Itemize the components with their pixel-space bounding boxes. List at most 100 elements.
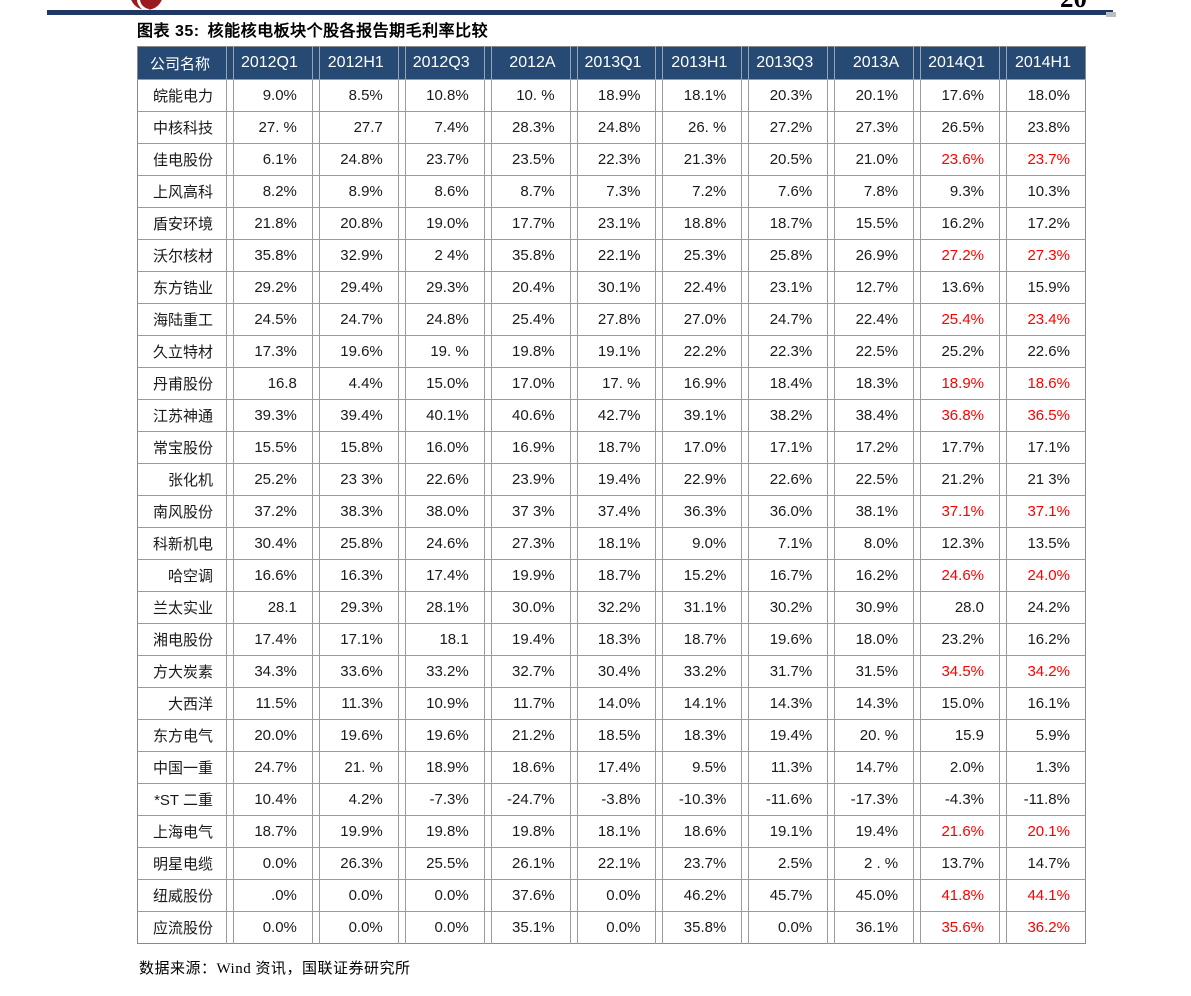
value-cell: 13.5% (1006, 527, 1086, 560)
company-name-cell: 上海电气 (137, 815, 227, 848)
column-spacer (397, 559, 406, 592)
value-cell: 19.4% (491, 623, 571, 656)
value-cell: 23.6% (920, 143, 1000, 176)
value-cell: 45.0% (834, 879, 914, 912)
column-spacer (827, 815, 836, 848)
value-cell: 35.6% (920, 911, 1000, 944)
column-spacer (913, 911, 922, 944)
table-row: 久立特材 17.3% 19.6% 19. % 19.8% 19.1% 22.2% 22.3% 2… (137, 335, 1086, 368)
value-cell: 19.1% (577, 335, 656, 368)
column-spacer (999, 655, 1008, 688)
value-cell: 14.3% (834, 687, 914, 720)
column-spacer (913, 655, 922, 688)
column-spacer (913, 719, 922, 752)
column-spacer (483, 431, 492, 464)
column-spacer (913, 623, 922, 656)
column-spacer (655, 271, 664, 304)
value-cell: 41.8% (920, 879, 1000, 912)
column-spacer (999, 335, 1008, 368)
value-cell: 18.8% (662, 207, 742, 240)
value-cell: 14.7% (834, 751, 914, 784)
company-name-cell: 方大炭素 (137, 655, 227, 688)
value-cell: 26.5% (920, 111, 1000, 144)
value-cell: 17.4% (405, 559, 485, 592)
value-cell: 30.0% (491, 591, 571, 624)
column-spacer (569, 46, 578, 80)
column-spacer (655, 431, 664, 464)
column-spacer (311, 623, 320, 656)
value-cell: 0.0% (748, 911, 828, 944)
value-cell: 27.3% (834, 111, 914, 144)
value-cell: 19.4% (748, 719, 828, 752)
column-spacer (999, 591, 1008, 624)
value-cell: 0.0% (577, 879, 656, 912)
column-spacer (483, 591, 492, 624)
column-spacer (397, 655, 406, 688)
value-cell: 9.0% (662, 527, 742, 560)
column-spacer (655, 591, 664, 624)
column-spacer (397, 623, 406, 656)
column-spacer (226, 847, 234, 880)
column-spacer (913, 175, 922, 208)
column-spacer (999, 175, 1008, 208)
figure-title: 图表 35: 核能核电板块个股各报告期毛利率比较 (137, 17, 488, 41)
column-spacer (741, 271, 750, 304)
table-row: 明星电缆 0.0% 26.3% 25.5% 26.1% 22.1% 23.7% 2.5% 2 .… (137, 847, 1086, 880)
column-spacer (483, 751, 492, 784)
column-spacer (569, 175, 578, 208)
column-spacer (741, 783, 750, 816)
value-cell: 37 3% (491, 495, 571, 528)
value-cell: 36.8% (920, 399, 1000, 432)
column-spacer (226, 783, 234, 816)
value-cell: 21. % (319, 751, 399, 784)
value-cell: 36.5% (1006, 399, 1086, 432)
column-spacer (569, 911, 578, 944)
value-cell: 15.2% (662, 559, 742, 592)
value-cell: 18.0% (834, 623, 914, 656)
column-spacer (569, 463, 578, 496)
value-cell: 6.1% (233, 143, 313, 176)
table-row: 科新机电 30.4% 25.8% 24.6% 27.3% 18.1% 9.0% 7.1% 8.0… (137, 527, 1086, 560)
column-spacer (483, 271, 492, 304)
column-spacer (655, 847, 664, 880)
column-spacer (741, 815, 750, 848)
value-cell: 9.0% (233, 79, 313, 112)
value-cell: 40.6% (491, 399, 571, 432)
column-spacer (226, 879, 234, 912)
value-cell: 2 4% (405, 239, 485, 272)
value-cell: 14.0% (577, 687, 656, 720)
column-spacer (655, 623, 664, 656)
column-spacer (569, 303, 578, 336)
column-spacer (913, 399, 922, 432)
value-cell: 7.1% (748, 527, 828, 560)
publisher-logo-icon (130, 0, 163, 10)
value-cell: 36.3% (662, 495, 742, 528)
value-cell: 22.5% (834, 335, 914, 368)
gross-margin-table: 公司名称 2012Q1 2012H1 2012Q3 2012A 2013Q1 2013H1 2… (137, 46, 1086, 944)
value-cell: 27.3% (491, 527, 571, 560)
column-spacer (311, 879, 320, 912)
column-spacer (655, 79, 664, 112)
value-cell: 18.9% (405, 751, 485, 784)
column-spacer (913, 783, 922, 816)
column-spacer (655, 527, 664, 560)
column-spacer (655, 463, 664, 496)
column-spacer (226, 399, 234, 432)
column-spacer (655, 175, 664, 208)
column-spacer (226, 911, 234, 944)
column-spacer (569, 495, 578, 528)
column-spacer (569, 431, 578, 464)
table-row: *ST 二重 10.4% 4.2% -7.3% -24.7% -3.8% -10.3% -11… (137, 783, 1086, 816)
column-spacer (913, 847, 922, 880)
column-spacer (397, 79, 406, 112)
column-spacer (226, 751, 234, 784)
company-name-cell: 佳电股份 (137, 143, 227, 176)
column-spacer (655, 207, 664, 240)
company-name-cell: 科新机电 (137, 527, 227, 560)
value-cell: 22.3% (748, 335, 828, 368)
company-name-cell: 盾安环境 (137, 207, 227, 240)
company-name-cell: 明星电缆 (137, 847, 227, 880)
column-spacer (741, 527, 750, 560)
column-spacer (397, 527, 406, 560)
column-spacer (913, 111, 922, 144)
